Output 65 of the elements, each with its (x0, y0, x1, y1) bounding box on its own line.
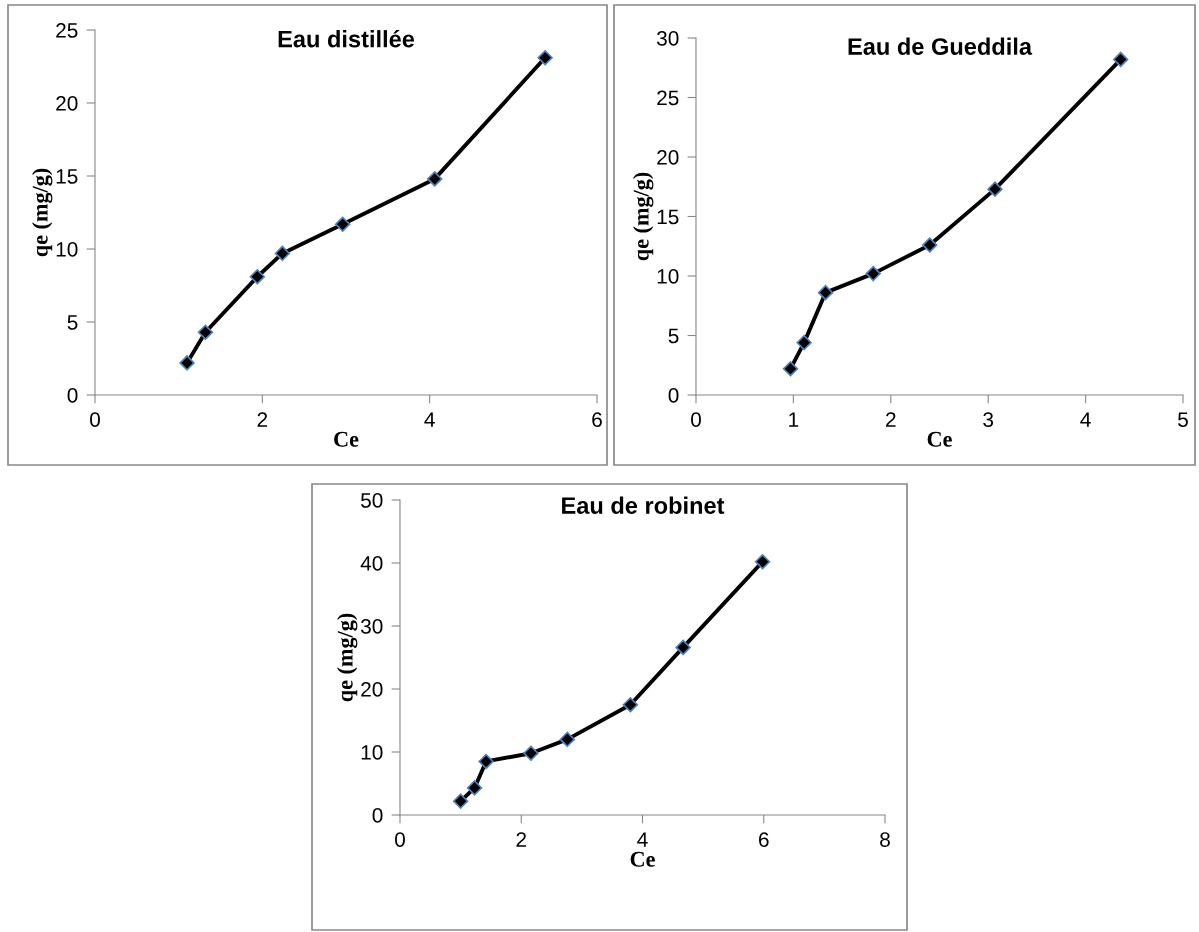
x-tick-label: 8 (880, 832, 890, 847)
point (249, 269, 266, 285)
point (754, 554, 771, 570)
point (197, 324, 214, 340)
x-tick-label: 0 (395, 832, 405, 847)
y-tick-label: 5 (668, 328, 679, 344)
y-tick-label: 10 (361, 745, 383, 760)
y-tick-label: 10 (657, 269, 679, 284)
y-tick-label: 20 (56, 96, 78, 111)
y-tick-label: 25 (56, 23, 78, 38)
point (559, 731, 576, 748)
point (537, 50, 553, 66)
x-tick-label: 5 (1178, 412, 1188, 427)
x-tick-label: 6 (592, 412, 602, 427)
point (466, 780, 483, 796)
point (865, 265, 881, 282)
y-tick-label: 30 (360, 619, 383, 634)
chart-title: Eau de robinet (562, 496, 725, 514)
y-axis-title: qe (mg/g) (32, 168, 53, 257)
chart-title: Eau de Gueddila (848, 37, 1033, 55)
point (987, 181, 1003, 197)
point (1112, 51, 1129, 68)
x-tick-label: 4 (424, 412, 435, 427)
x-tick-label: 2 (886, 412, 896, 427)
point (523, 745, 539, 761)
y-tick-label: 50 (361, 493, 383, 508)
y-tick-label: 15 (657, 209, 679, 225)
x-tick-label: 4 (1080, 412, 1091, 427)
y-tick-label: 0 (372, 808, 383, 823)
point (782, 361, 799, 377)
y-axis-title: qe (mg/g) (633, 172, 654, 261)
y-tick-label: 0 (67, 388, 78, 403)
x-tick-label: 1 (789, 412, 799, 427)
point (179, 355, 195, 371)
point (274, 245, 291, 262)
point (922, 237, 938, 253)
y-axis-title: qe (mg/g) (337, 613, 358, 702)
x-axis-title: Ce (927, 431, 952, 447)
point (478, 753, 494, 770)
point (334, 216, 351, 232)
y-tick-label: 30 (656, 31, 679, 46)
x-axis-title: Ce (334, 431, 359, 447)
point (622, 697, 639, 713)
x-tick-label: 0 (90, 412, 100, 427)
point (452, 793, 469, 809)
y-tick-label: 5 (67, 315, 78, 330)
point (817, 284, 834, 301)
x-tick-label: 2 (257, 412, 268, 427)
chart-title: Eau distillée (278, 29, 415, 48)
x-tick-label: 2 (516, 832, 526, 847)
y-tick-label: 0 (668, 388, 679, 403)
point (675, 639, 691, 656)
y-tick-label: 40 (360, 556, 383, 571)
x-tick-label: 0 (691, 412, 701, 427)
point (796, 334, 812, 351)
y-tick-label: 20 (361, 682, 383, 697)
point (426, 171, 443, 187)
y-tick-label: 10 (56, 242, 78, 257)
y-tick-label: 25 (657, 90, 679, 106)
x-tick-label: 6 (759, 832, 769, 847)
x-tick-label: 4 (637, 832, 648, 847)
x-axis-title: Ce (630, 851, 655, 867)
y-tick-label: 20 (657, 150, 679, 165)
y-tick-label: 15 (56, 169, 78, 184)
x-tick-label: 3 (983, 412, 994, 427)
